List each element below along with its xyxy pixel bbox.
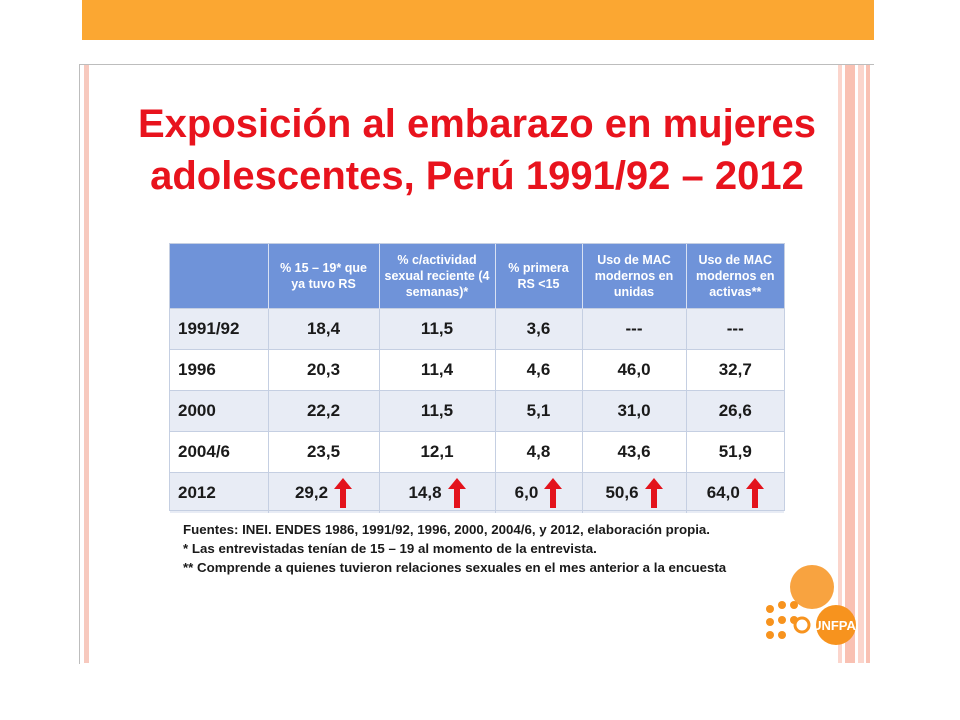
- table-cell: 3,6: [494, 308, 582, 350]
- table-row: 1991/92 18,4 11,5 3,6 --- ---: [170, 308, 784, 350]
- table-cell: 6,0: [494, 472, 582, 513]
- left-decorative-stripe: [84, 65, 89, 663]
- row-year: 1991/92: [170, 308, 268, 350]
- row-year: 1996: [170, 349, 268, 391]
- note-age-range: * Las entrevistadas tenían de 15 – 19 al…: [183, 541, 597, 556]
- table-row: 1996 20,3 11,4 4,6 46,0 32,7: [170, 349, 784, 391]
- table-header-row: % 15 – 19* que ya tuvo RS % c/actividad …: [170, 244, 784, 309]
- cell-value: 64,0: [706, 483, 740, 502]
- table-cell: 64,0: [685, 472, 784, 513]
- table-row: 2004/6 23,5 12,1 4,8 43,6 51,9: [170, 431, 784, 473]
- unfpa-logo-text: UNFPA: [812, 618, 856, 633]
- right-decorative-stripe: [845, 65, 855, 663]
- title-line-2: adolescentes, Perú 1991/92 – 2012: [150, 154, 804, 198]
- data-table: % 15 – 19* que ya tuvo RS % c/actividad …: [170, 244, 784, 513]
- note-active-definition: ** Comprende a quienes tuvieron relacion…: [183, 560, 727, 575]
- header-cell-recent-activity: % c/actividad sexual reciente (4 semanas…: [378, 244, 495, 309]
- table-cell: 20,3: [267, 349, 379, 391]
- table-row: 2000 22,2 11,5 5,1 31,0 26,6: [170, 390, 784, 432]
- row-year: 2000: [170, 390, 268, 432]
- header-cell-first-rs: % primera RS <15: [494, 244, 582, 309]
- table-cell: 32,7: [685, 349, 784, 391]
- up-arrow-icon: [745, 478, 764, 508]
- table-cell: 18,4: [267, 308, 379, 350]
- up-arrow-icon: [644, 478, 663, 508]
- table-cell: 46,0: [581, 349, 686, 391]
- table-cell: 23,5: [267, 431, 379, 473]
- unfpa-logo: UNFPA: [762, 565, 858, 645]
- title-line-1: Exposición al embarazo en mujeres: [137, 102, 817, 146]
- table-cell: 11,4: [378, 349, 495, 391]
- cell-value: 6,0: [514, 483, 539, 502]
- table-cell: 14,8: [378, 472, 495, 513]
- table-cell: ---: [581, 308, 686, 350]
- right-decorative-stripe: [838, 65, 842, 663]
- header-cell-had-rs: % 15 – 19* que ya tuvo RS: [267, 244, 379, 309]
- table-cell: 11,5: [378, 390, 495, 432]
- note-sources: Fuentes: INEI. ENDES 1986, 1991/92, 1996…: [183, 522, 710, 537]
- table-cell: 29,2: [267, 472, 379, 513]
- cell-value: 29,2: [294, 483, 329, 502]
- table-row: 2012 29,2 14,8 6,0 50,6 64,0: [170, 472, 784, 513]
- row-year: 2004/6: [170, 431, 268, 473]
- table-cell: ---: [685, 308, 784, 350]
- table-cell: 51,9: [685, 431, 784, 473]
- right-decorative-stripe: [858, 65, 864, 663]
- cell-value: 50,6: [605, 483, 639, 502]
- table-cell: 4,8: [494, 431, 582, 473]
- up-arrow-icon: [544, 478, 563, 508]
- table-cell: 5,1: [494, 390, 582, 432]
- header-cell-mac-unidas: Uso de MAC modernos en unidas: [581, 244, 686, 309]
- top-accent-bar: [82, 0, 874, 40]
- header-cell-year: [170, 244, 268, 309]
- right-decorative-stripe: [866, 65, 870, 663]
- table-cell: 11,5: [378, 308, 495, 350]
- source-notes: Fuentes: INEI. ENDES 1986, 1991/92, 1996…: [183, 520, 803, 577]
- table-cell: 43,6: [581, 431, 686, 473]
- header-cell-mac-activas: Uso de MAC modernos en activas**: [685, 244, 784, 309]
- up-arrow-icon: [334, 478, 353, 508]
- table-cell: 31,0: [581, 390, 686, 432]
- table-cell: 26,6: [685, 390, 784, 432]
- row-year: 2012: [170, 472, 268, 513]
- slide-title: Exposición al embarazo en mujeres adoles…: [118, 98, 836, 202]
- table-cell: 12,1: [378, 431, 495, 473]
- table-cell: 50,6: [581, 472, 686, 513]
- up-arrow-icon: [447, 478, 466, 508]
- table-cell: 22,2: [267, 390, 379, 432]
- table-cell: 4,6: [494, 349, 582, 391]
- cell-value: 14,8: [408, 483, 442, 502]
